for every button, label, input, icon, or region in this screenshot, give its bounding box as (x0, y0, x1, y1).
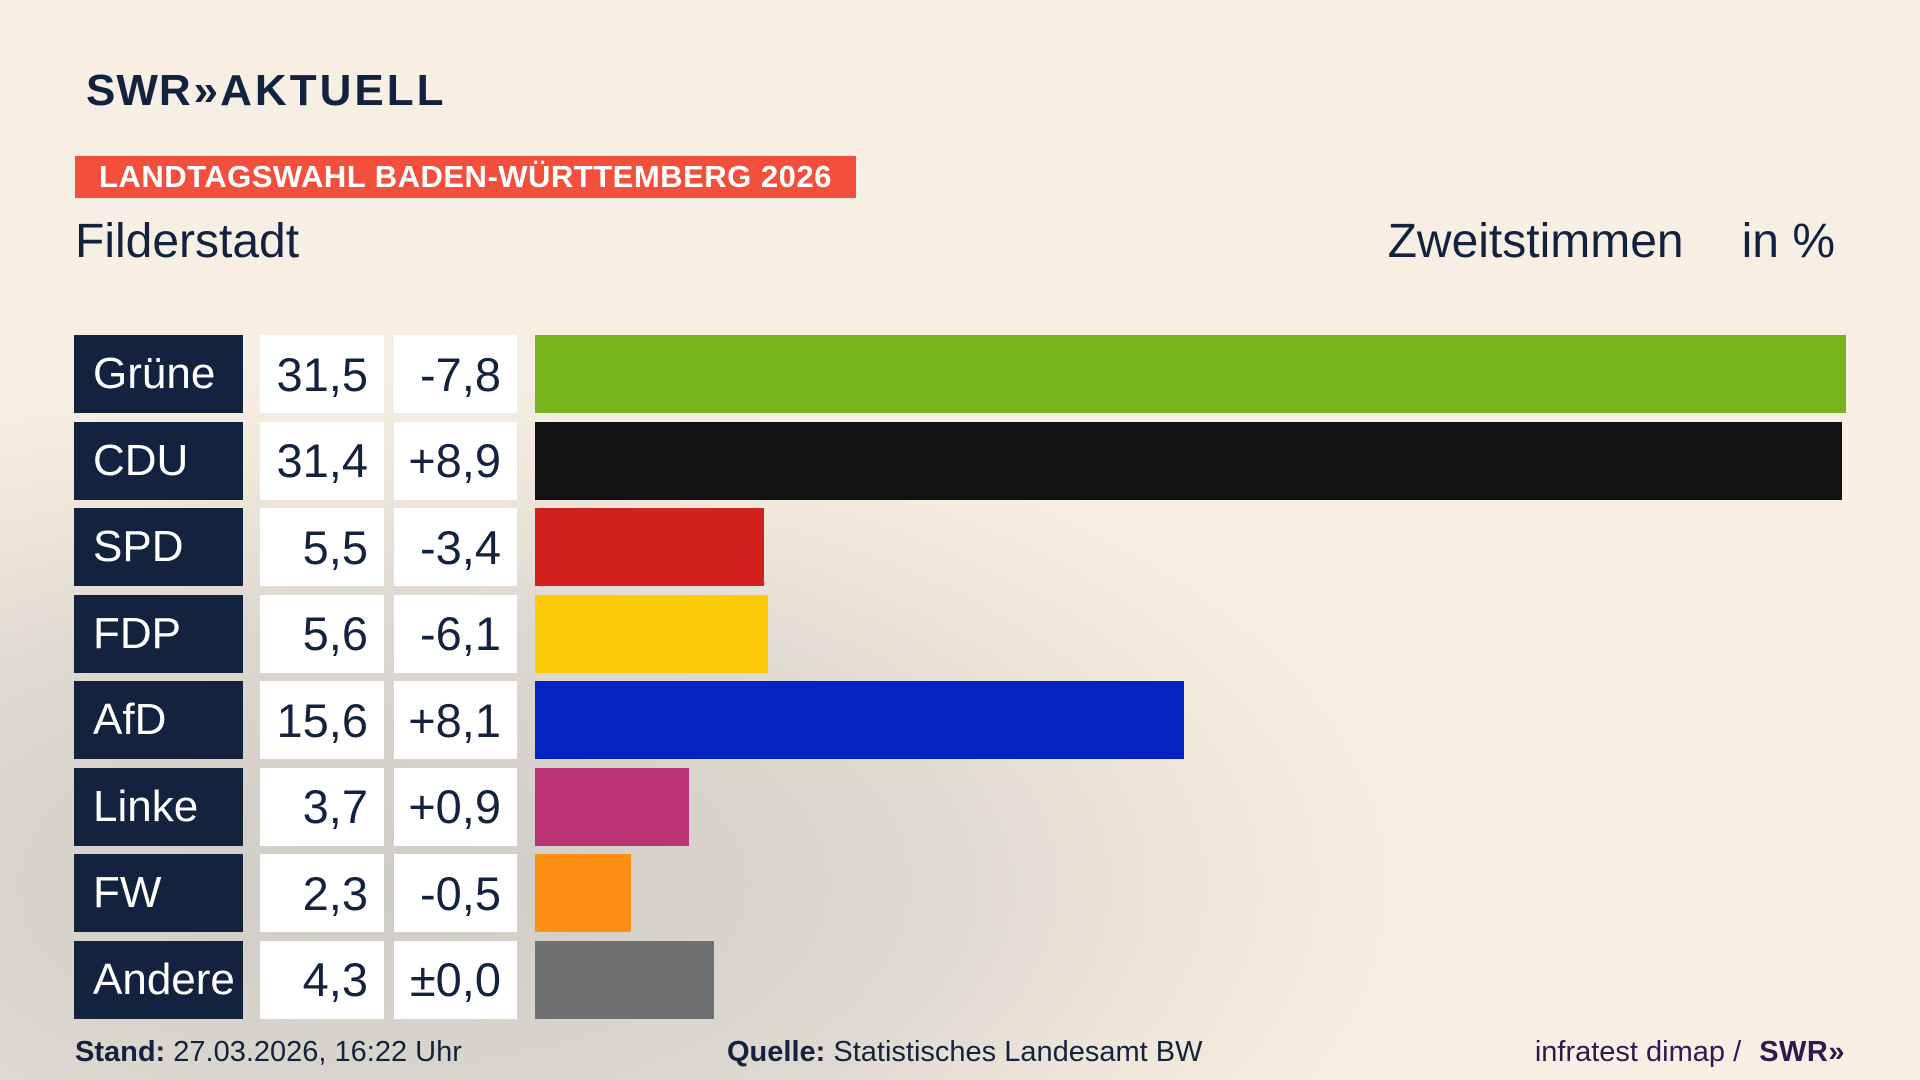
table-row: SPD 5,5 -3,4 (74, 508, 1846, 586)
value-cell: 3,7 (260, 767, 384, 846)
bar-track (535, 940, 1846, 1019)
logo-swr-text: SWR (86, 66, 192, 115)
party-label-cell: FW (74, 854, 243, 932)
party-label-cell: CDU (74, 421, 243, 500)
logo-aktuell-text: AKTUELL (220, 66, 447, 115)
value-cell: 2,3 (260, 854, 384, 932)
party-label-cell: Andere (74, 940, 243, 1019)
double-chevron-icon: » (193, 66, 219, 115)
party-label-cell: FDP (74, 594, 243, 673)
change-cell: -3,4 (394, 508, 517, 586)
credit-text: infratest dimap / (1534, 1036, 1742, 1068)
bar-track (535, 854, 1846, 932)
result-bar (535, 508, 764, 586)
vote-type-title: Zweitstimmen in % (1388, 214, 1835, 269)
result-bar (535, 335, 1846, 413)
source-label: Quelle: (727, 1036, 826, 1068)
party-label-cell: Grüne (74, 335, 243, 413)
result-bar (535, 594, 769, 673)
table-row: FDP 5,6 -6,1 (74, 594, 1846, 673)
footer-credit: infratest dimap / SWR» (1535, 1036, 1845, 1069)
unit-label: in % (1741, 215, 1835, 268)
change-cell: +8,9 (394, 421, 517, 500)
table-row: Andere 4,3 ±0,0 (74, 940, 1846, 1019)
municipality-title: Filderstadt (75, 215, 300, 268)
title-row: Filderstadt Zweitstimmen in % (75, 214, 1835, 269)
bar-track (535, 335, 1846, 413)
table-row: AfD 15,6 +8,1 (74, 681, 1846, 759)
table-row: Linke 3,7 +0,9 (74, 767, 1846, 846)
stand-label: Stand: (75, 1036, 166, 1068)
value-cell: 5,6 (260, 594, 384, 673)
results-rows: Grüne 31,5 -7,8 CDU 31,4 +8,9 SPD 5,5 -3,4 FDP 5,6… (74, 335, 1846, 1019)
footer-stand: Stand: 27.03.2026, 16:22 Uhr (75, 1036, 462, 1069)
bar-track (535, 508, 1846, 586)
bar-track (535, 767, 1846, 846)
election-banner: LANDTAGSWAHL BADEN-WÜRTTEMBERG 2026 (75, 156, 856, 198)
change-cell: -6,1 (394, 594, 517, 673)
source-value: Statistisches Landesamt BW (833, 1036, 1203, 1068)
bar-track (535, 681, 1846, 759)
swr-aktuell-logo: SWR» AKTUELL (86, 66, 446, 116)
footer-source: Quelle: Statistisches Landesamt BW (727, 1036, 1202, 1069)
value-cell: 15,6 (260, 681, 384, 759)
value-cell: 5,5 (260, 508, 384, 586)
result-bar (535, 940, 714, 1019)
party-label-cell: AfD (74, 681, 243, 759)
party-label-cell: Linke (74, 767, 243, 846)
value-cell: 31,5 (260, 335, 384, 413)
bar-track (535, 594, 1846, 673)
change-cell: -7,8 (394, 335, 517, 413)
result-bar (535, 681, 1185, 759)
table-row: Grüne 31,5 -7,8 (74, 335, 1846, 413)
value-cell: 31,4 (260, 421, 384, 500)
result-bar (535, 421, 1842, 500)
change-cell: ±0,0 (394, 940, 517, 1019)
table-row: FW 2,3 -0,5 (74, 854, 1846, 932)
vote-type-label: Zweitstimmen (1387, 215, 1684, 268)
result-bar (535, 767, 689, 846)
change-cell: -0,5 (394, 854, 517, 932)
table-row: CDU 31,4 +8,9 (74, 421, 1846, 500)
value-cell: 4,3 (260, 940, 384, 1019)
change-cell: +8,1 (394, 681, 517, 759)
change-cell: +0,9 (394, 767, 517, 846)
bar-track (535, 421, 1846, 500)
swr-logo-small: SWR» (1759, 1036, 1845, 1068)
result-bar (535, 854, 631, 932)
party-label-cell: SPD (74, 508, 243, 586)
stand-value: 27.03.2026, 16:22 Uhr (173, 1036, 462, 1068)
